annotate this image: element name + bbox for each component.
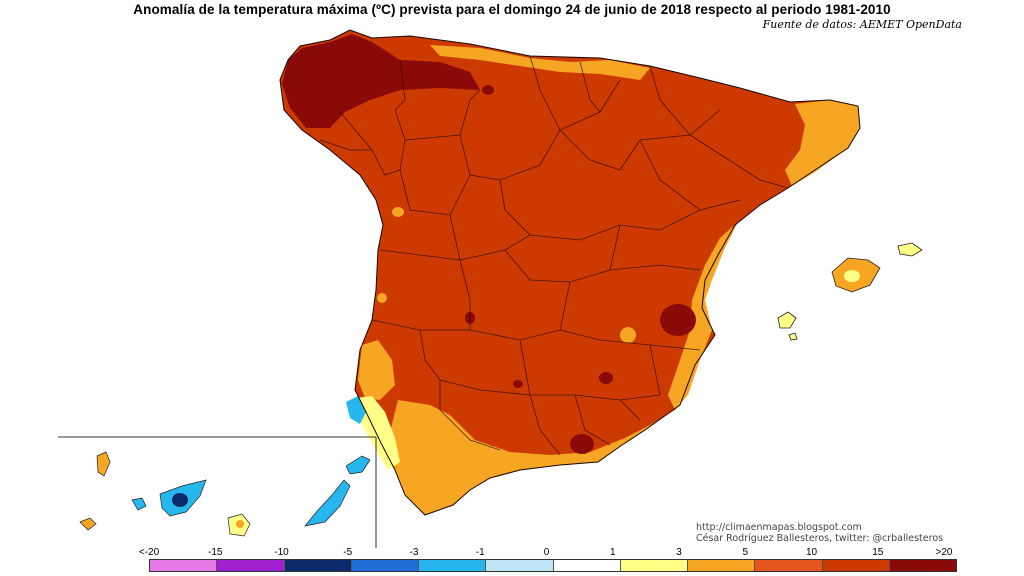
legend-tick-label: 0	[543, 547, 550, 558]
hot-spot-leon	[482, 85, 494, 95]
map-title: Anomalía de la temperatura máxima (ºC) p…	[133, 2, 891, 17]
legend-swatch	[620, 560, 688, 571]
tenerife-peak	[172, 493, 188, 507]
legend-tick-label: 1	[609, 547, 616, 558]
legend-tick-label: <-20	[138, 547, 160, 558]
legend-swatch	[150, 560, 218, 571]
canary-islands-inset	[58, 436, 377, 548]
legend-swatch	[351, 560, 419, 571]
legend-tick-label: 10	[805, 547, 818, 558]
warm-spot-3	[377, 293, 387, 303]
legend-tick-label: -1	[475, 547, 485, 558]
warm-zone-catalonia	[785, 100, 860, 186]
formentera	[788, 332, 798, 341]
legend-swatch	[486, 560, 554, 571]
legend-swatch	[822, 560, 890, 571]
ibiza	[777, 311, 797, 329]
legend-tick-label: 3	[676, 547, 682, 558]
peninsula-land	[280, 30, 860, 515]
legend-swatch	[688, 560, 756, 571]
data-source: Fuente de datos: AEMET OpenData	[762, 18, 962, 31]
legend-color-bar	[149, 559, 957, 572]
legend-swatch	[553, 560, 621, 571]
la-gomera	[131, 497, 147, 511]
gran-canaria-inland	[236, 520, 244, 528]
warm-zone-valencia	[668, 222, 738, 410]
warm-zone-huelva	[358, 340, 395, 400]
legend-tick-label: -3	[409, 547, 419, 558]
lanzarote	[345, 455, 371, 475]
balearic-islands	[777, 242, 923, 341]
mallorca-inland	[844, 270, 860, 282]
legend-tick-label: >20	[935, 547, 953, 558]
credit-author: César Rodríguez Ballesteros, twitter: @c…	[696, 533, 944, 544]
warm-zone-north-coast	[430, 45, 650, 80]
legend-swatch	[217, 560, 285, 571]
warm-spot-1	[392, 207, 404, 217]
legend-swatch	[755, 560, 823, 571]
la-palma	[96, 451, 111, 477]
hot-spot-cordoba	[513, 380, 523, 388]
legend-tick-label: -10	[274, 547, 289, 558]
legend-tick-label: -15	[208, 547, 223, 558]
hot-spot-jaen	[599, 372, 613, 384]
menorca	[897, 242, 923, 257]
province-borders	[319, 55, 789, 456]
legend-swatch	[284, 560, 352, 571]
iberian-peninsula	[279, 29, 861, 516]
legend-swatch	[419, 560, 487, 571]
fuerteventura	[304, 479, 351, 527]
legend-tick-label: 5	[742, 547, 749, 558]
hot-spot-murcia	[660, 304, 696, 336]
legend-swatch	[889, 560, 956, 571]
credit-url: http://climaenmapas.blogspot.com	[696, 522, 862, 533]
hot-zone-northwest	[282, 34, 480, 128]
warm-zone-andalusia	[388, 400, 680, 515]
el-hierro	[79, 517, 97, 531]
legend-tick-label: -5	[343, 547, 353, 558]
warm-spot-2	[620, 327, 636, 343]
legend-tick-label: 15	[872, 547, 884, 558]
hot-spot-granada	[570, 434, 594, 454]
peninsula-outline	[279, 29, 861, 516]
